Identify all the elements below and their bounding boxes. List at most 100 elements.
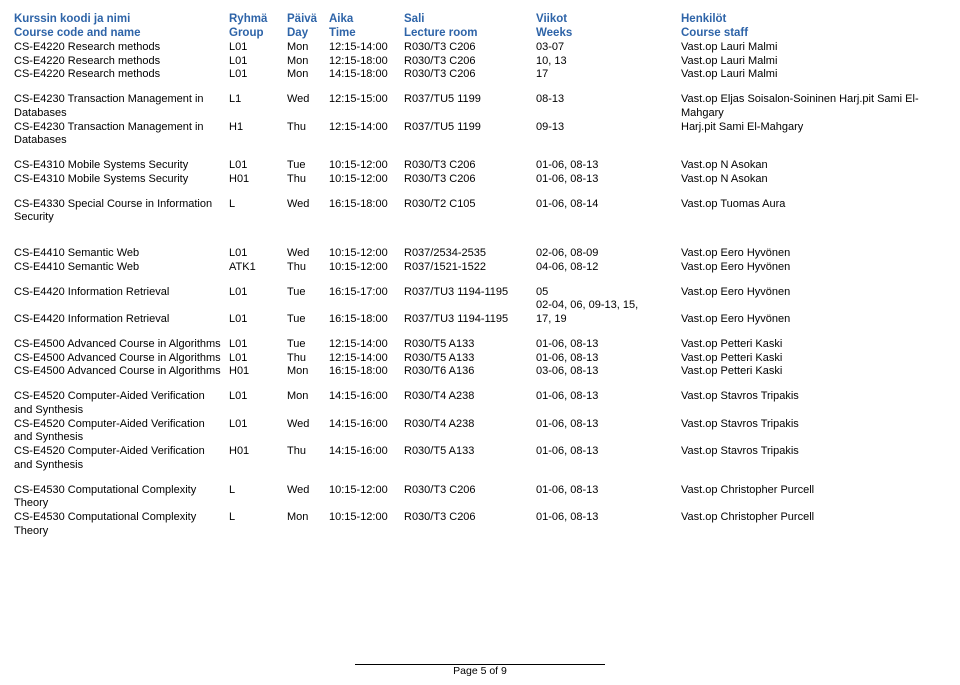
- cell-c2: L: [229, 484, 287, 512]
- table-row: CS-E4530 Computational Complexity Theory…: [14, 511, 946, 539]
- cell-c3: Thu: [287, 261, 329, 275]
- col-header-day: Päivä: [287, 12, 329, 26]
- col-subheader-group: Group: [229, 26, 287, 40]
- cell-c6: 08-13: [536, 93, 681, 121]
- cell-c5: R030/T3 C206: [404, 511, 536, 539]
- col-subheader-weeks: Weeks: [536, 26, 681, 40]
- col-subheader-room: Lecture room: [404, 26, 536, 40]
- cell-c6: 01-06, 08-13: [536, 445, 681, 473]
- table-body: CS-E4220 Research methodsL01Mon12:15-14:…: [14, 41, 946, 539]
- cell-c7: Vast.op Petteri Kaski: [681, 338, 946, 352]
- cell-c6: 03-06, 08-13: [536, 365, 681, 379]
- cell-c4: 10:15-12:00: [329, 511, 404, 539]
- cell-c2: [229, 299, 287, 313]
- col-header-time: Aika: [329, 12, 404, 26]
- cell-c2: H01: [229, 173, 287, 187]
- cell-c7: Vast.op Eero Hyvönen: [681, 286, 946, 300]
- cell-c7: Vast.op Eero Hyvönen: [681, 247, 946, 261]
- cell-c2: H1: [229, 121, 287, 149]
- col-header-staff: Henkilöt: [681, 12, 946, 26]
- cell-c1: [14, 299, 229, 313]
- cell-c1: CS-E4500 Advanced Course in Algorithms: [14, 365, 229, 379]
- cell-c2: L: [229, 198, 287, 226]
- cell-c7: Vast.op Lauri Malmi: [681, 55, 946, 69]
- cell-c6: 01-06, 08-13: [536, 390, 681, 418]
- cell-c7: Harj.pit Sami El-Mahgary: [681, 121, 946, 149]
- cell-c7: Vast.op Eljas Soisalon-Soininen Harj.pit…: [681, 93, 946, 121]
- cell-c5: R030/T5 A133: [404, 352, 536, 366]
- cell-c1: CS-E4520 Computer-Aided Verification and…: [14, 418, 229, 446]
- cell-c6: 02-04, 06, 09-13, 15,: [536, 299, 681, 313]
- cell-c3: Tue: [287, 159, 329, 173]
- cell-c5: R030/T3 C206: [404, 484, 536, 512]
- cell-c5: R030/T3 C206: [404, 55, 536, 69]
- col-subheader-course: Course code and name: [14, 26, 229, 40]
- table-row: CS-E4520 Computer-Aided Verification and…: [14, 445, 946, 473]
- cell-c2: L01: [229, 41, 287, 55]
- cell-c3: Mon: [287, 390, 329, 418]
- cell-c3: [287, 299, 329, 313]
- page-footer: Page 5 of 9: [0, 664, 960, 677]
- cell-c3: Tue: [287, 286, 329, 300]
- cell-c7: Vast.op N Asokan: [681, 159, 946, 173]
- cell-c5: R037/TU3 1194-1195: [404, 313, 536, 327]
- schedule-table: Kurssin koodi ja nimi Ryhmä Päivä Aika S…: [14, 12, 946, 539]
- cell-c4: 10:15-12:00: [329, 484, 404, 512]
- cell-c1: CS-E4420 Information Retrieval: [14, 313, 229, 327]
- cell-c6: 04-06, 08-12: [536, 261, 681, 275]
- cell-c5: R037/2534-2535: [404, 247, 536, 261]
- cell-c2: ATK1: [229, 261, 287, 275]
- cell-c4: 16:15-18:00: [329, 198, 404, 226]
- table-row: CS-E4230 Transaction Management in Datab…: [14, 93, 946, 121]
- cell-c7: Vast.op Lauri Malmi: [681, 41, 946, 55]
- cell-c6: 01-06, 08-13: [536, 484, 681, 512]
- table-row: CS-E4310 Mobile Systems SecurityL01Tue10…: [14, 159, 946, 173]
- table-row: CS-E4410 Semantic WebL01Wed10:15-12:00R0…: [14, 247, 946, 261]
- cell-c6: 09-13: [536, 121, 681, 149]
- table-row: CS-E4520 Computer-Aided Verification and…: [14, 390, 946, 418]
- cell-c3: Tue: [287, 338, 329, 352]
- col-header-room: Sali: [404, 12, 536, 26]
- cell-c5: R030/T5 A133: [404, 445, 536, 473]
- table-row: CS-E4520 Computer-Aided Verification and…: [14, 418, 946, 446]
- cell-c1: CS-E4230 Transaction Management in Datab…: [14, 121, 229, 149]
- cell-c3: Mon: [287, 365, 329, 379]
- cell-c4: 12:15-14:00: [329, 338, 404, 352]
- cell-c1: CS-E4420 Information Retrieval: [14, 286, 229, 300]
- cell-c4: 16:15-17:00: [329, 286, 404, 300]
- cell-c7: Vast.op N Asokan: [681, 173, 946, 187]
- cell-c2: L01: [229, 390, 287, 418]
- cell-c6: 01-06, 08-13: [536, 338, 681, 352]
- table-row: CS-E4220 Research methodsL01Mon12:15-18:…: [14, 55, 946, 69]
- cell-c5: R030/T3 C206: [404, 41, 536, 55]
- cell-c1: CS-E4500 Advanced Course in Algorithms: [14, 338, 229, 352]
- cell-c2: L01: [229, 159, 287, 173]
- cell-c4: 12:15-14:00: [329, 41, 404, 55]
- cell-c3: Mon: [287, 511, 329, 539]
- col-subheader-time: Time: [329, 26, 404, 40]
- cell-c4: 10:15-12:00: [329, 173, 404, 187]
- page: Kurssin koodi ja nimi Ryhmä Päivä Aika S…: [0, 0, 960, 685]
- table-row: CS-E4500 Advanced Course in AlgorithmsH0…: [14, 365, 946, 379]
- col-subheader-day: Day: [287, 26, 329, 40]
- table-row: CS-E4220 Research methodsL01Mon12:15-14:…: [14, 41, 946, 55]
- cell-c7: Vast.op Lauri Malmi: [681, 68, 946, 82]
- cell-c1: CS-E4520 Computer-Aided Verification and…: [14, 445, 229, 473]
- cell-c3: Mon: [287, 55, 329, 69]
- cell-c4: 12:15-14:00: [329, 352, 404, 366]
- cell-c5: R037/TU5 1199: [404, 93, 536, 121]
- cell-c3: Thu: [287, 352, 329, 366]
- cell-c2: L01: [229, 338, 287, 352]
- cell-c2: L01: [229, 286, 287, 300]
- cell-c1: CS-E4220 Research methods: [14, 41, 229, 55]
- table-row: CS-E4420 Information RetrievalL01Tue16:1…: [14, 313, 946, 327]
- cell-c5: [404, 299, 536, 313]
- table-row: CS-E4530 Computational Complexity Theory…: [14, 484, 946, 512]
- table-row: CS-E4220 Research methodsL01Mon14:15-18:…: [14, 68, 946, 82]
- cell-c7: Vast.op Eero Hyvönen: [681, 313, 946, 327]
- cell-c4: 12:15-14:00: [329, 121, 404, 149]
- cell-c1: CS-E4500 Advanced Course in Algorithms: [14, 352, 229, 366]
- cell-c1: CS-E4230 Transaction Management in Datab…: [14, 93, 229, 121]
- cell-c2: L01: [229, 247, 287, 261]
- cell-c7: [681, 299, 946, 313]
